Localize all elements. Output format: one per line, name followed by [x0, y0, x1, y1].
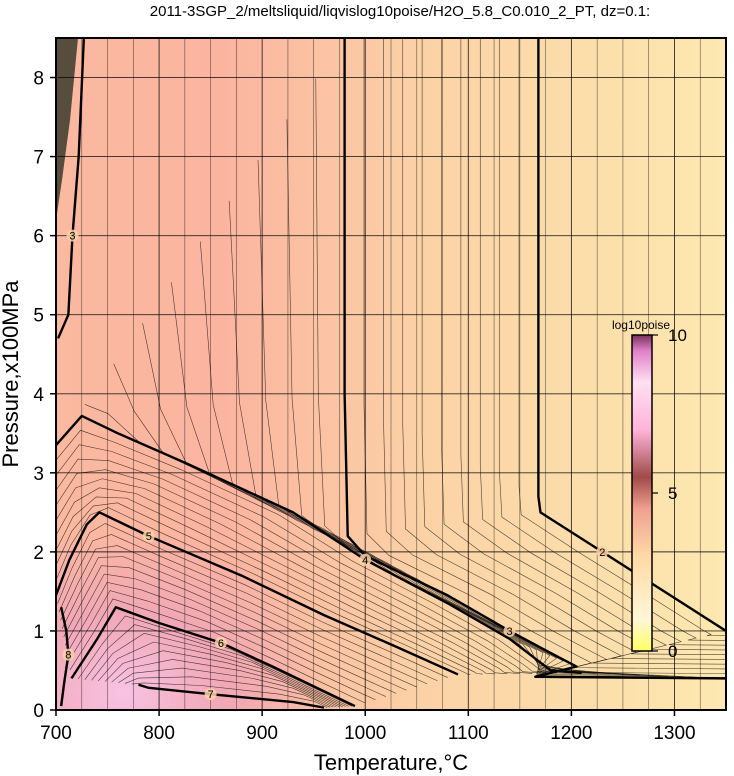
thin-contour: [460, 38, 726, 651]
chart-title: 2011-3SGP_2/meltsliquid/liqvislog10poise…: [150, 3, 650, 20]
contour-label-bg: [596, 545, 609, 558]
y-tick-label: 8: [33, 69, 44, 90]
contour-label-bg: [62, 648, 75, 661]
contour-label-7: 7: [208, 689, 214, 701]
contour-label-bg: [142, 530, 155, 543]
contour-label-bg: [204, 688, 217, 701]
contour-label-6: 6: [218, 638, 224, 650]
colorbar-ticks: 0 5 10: [652, 326, 687, 661]
thin-contour: [57, 523, 448, 678]
thin-contour: [84, 624, 349, 707]
thin-contour: [98, 641, 343, 707]
x-tick-label: 1200: [550, 723, 592, 744]
x-tick-label: 1300: [653, 723, 695, 744]
contour-label-3: 3: [506, 626, 512, 638]
thin-contour: [421, 38, 726, 660]
contour-label-bg: [66, 229, 79, 242]
thin-contour: [56, 502, 483, 675]
contour-level-6: [70, 606, 356, 708]
y-tick-label: 5: [33, 306, 44, 327]
contour-label-8: 8: [65, 650, 71, 662]
thin-contour: [69, 598, 366, 704]
x-tick-label: 900: [246, 723, 278, 744]
x-tick-label: 1000: [344, 723, 386, 744]
colorbar-tick-label: 5: [668, 484, 677, 503]
x-axis-ticks: 700 800 900 1000 1100 1200 1300: [40, 710, 696, 744]
thin-contour: [56, 429, 570, 674]
thin-contour: [66, 581, 386, 697]
y-tick-label: 1: [33, 622, 44, 643]
thin-contour: [56, 496, 496, 675]
contour-label-2: 2: [599, 547, 605, 559]
thin-contour: [56, 469, 533, 674]
contour-level-2: [537, 38, 726, 632]
major-contour-lines: 2 3 3 4 5 6 7 8: [56, 38, 726, 709]
colorbar-tick-label: 0: [668, 642, 677, 661]
y-tick-label: 3: [33, 464, 44, 485]
y-tick-label: 4: [33, 385, 44, 406]
thin-contour: [257, 160, 683, 678]
plot-frame: [55, 37, 727, 711]
dark-corner-region: [56, 38, 78, 220]
contour-label-bg: [359, 553, 372, 566]
thin-contour: [56, 487, 508, 675]
thin-contour: [91, 632, 346, 707]
thin-contour: [118, 667, 334, 708]
thin-contour: [111, 659, 337, 708]
contour-label-4: 4: [362, 555, 368, 567]
y-tick-label: 2: [33, 543, 44, 564]
y-axis-label: Pressure,x100MPa: [0, 280, 23, 468]
thin-contour: [63, 565, 407, 691]
thin-contour-lines: [56, 38, 726, 708]
thin-contour: [56, 478, 520, 674]
thin-contour: [68, 590, 376, 700]
colorbar-gradient: [631, 334, 653, 652]
y-axis-ticks: 0 1 2 3 4 5 6 7 8: [33, 69, 56, 722]
contour-label-bg: [214, 636, 227, 649]
thin-contour: [104, 650, 340, 708]
thin-contour: [124, 676, 331, 708]
x-tick-label: 1100: [448, 723, 489, 744]
y-tick-label: 6: [33, 227, 44, 248]
colorbar-title: log10poise: [612, 318, 670, 332]
thin-contour: [58, 534, 438, 682]
thin-contour: [131, 682, 328, 708]
y-tick-label: 0: [33, 701, 44, 722]
thin-contour: [142, 322, 626, 675]
y-tick-label: 7: [33, 148, 44, 169]
thin-contour: [65, 573, 397, 694]
contour-label-3: 3: [69, 231, 75, 243]
x-tick-label: 800: [143, 723, 175, 744]
x-axis-label: Temperature,°C: [314, 750, 468, 775]
thin-contour: [518, 38, 726, 636]
grid-lines: [56, 38, 726, 710]
thin-contour: [479, 38, 726, 646]
thin-contour: [56, 507, 471, 675]
thin-contour: [56, 444, 557, 674]
contour-label-bg: [503, 624, 516, 637]
contour-label-5: 5: [146, 531, 152, 543]
thin-contour: [56, 458, 545, 674]
thin-contour: [77, 615, 352, 707]
thin-contour: [61, 556, 417, 688]
colorbar-tick-label: 10: [668, 326, 687, 345]
x-tick-label: 700: [40, 723, 72, 744]
thin-contour: [60, 545, 428, 685]
high-viscosity-region: [56, 350, 506, 710]
thin-contour: [286, 119, 698, 678]
plot-area: 2 3 3 4 5 6 7 8: [56, 38, 726, 710]
colorbar: log10poise 0 5 10: [612, 318, 687, 661]
